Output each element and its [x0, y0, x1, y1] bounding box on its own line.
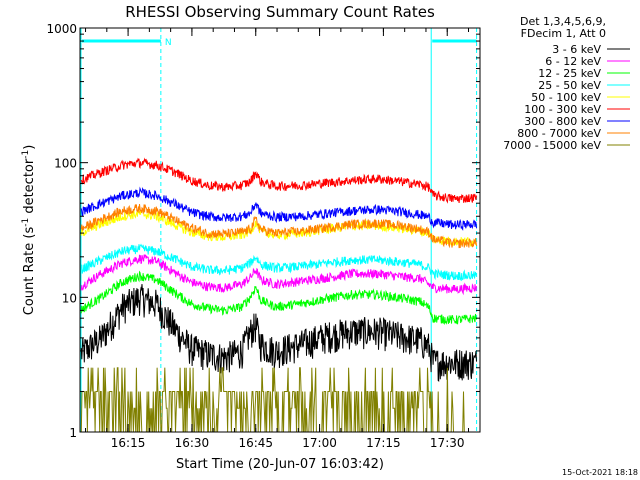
interval-label-0: N	[165, 38, 172, 48]
axis-frame	[79, 27, 481, 433]
series-line-3	[80, 243, 477, 282]
x-tick-label-5: 17:30	[430, 436, 465, 450]
x-tick-label-1: 16:30	[175, 436, 210, 450]
legend-label-0: 3 - 6 keV	[552, 43, 601, 56]
x-tick-label-2: 16:45	[238, 436, 273, 450]
series-line-6	[80, 186, 477, 231]
legend-label-1: 6 - 12 keV	[545, 55, 601, 68]
timestamp: 15-Oct-2021 18:18	[562, 468, 638, 477]
x-tick-label-3: 17:00	[302, 436, 337, 450]
series-line-7	[80, 203, 477, 249]
y-tick-label-3: 1000	[46, 22, 77, 36]
series-line-5	[80, 157, 477, 204]
legend-label-7: 800 - 7000 keV	[517, 127, 601, 140]
series-line-2	[80, 270, 477, 325]
legend-label-3: 25 - 50 keV	[538, 79, 601, 92]
y-tick-label-2: 100	[54, 157, 77, 171]
legend-label-8: 7000 - 15000 keV	[503, 139, 601, 152]
legend-header-1: FDecim 1, Att 0	[521, 27, 606, 40]
x-tick-label-0: 16:15	[111, 436, 146, 450]
y-tick-label-0: 1	[69, 426, 77, 440]
x-axis-label: Start Time (20-Jun-07 16:03:42)	[176, 457, 384, 472]
legend-header-0: Det 1,3,4,5,6,9,	[520, 15, 606, 28]
legend-label-5: 100 - 300 keV	[524, 103, 601, 116]
legend-label-6: 300 - 800 keV	[524, 115, 601, 128]
y-tick-label-1: 10	[62, 291, 77, 305]
legend: Det 1,3,4,5,6,9,FDecim 1, Att 0 3 - 6 keV…	[503, 15, 630, 152]
series-line-1	[80, 254, 477, 296]
series-line-0	[80, 284, 477, 382]
chart-title: RHESSI Observing Summary Count Rates	[125, 3, 435, 21]
y-axis-label: Count Rate (s-1 detector-1)	[21, 145, 37, 316]
axes-layer: 16:15 16:30 16:45 17:00 17:15 17:30 1 10 100 1000	[46, 22, 481, 450]
legend-label-2: 12 - 25 keV	[538, 67, 601, 80]
x-tick-label-4: 17:15	[366, 436, 401, 450]
legend-label-4: 50 - 100 keV	[531, 91, 601, 104]
plot-area: N	[80, 28, 478, 432]
